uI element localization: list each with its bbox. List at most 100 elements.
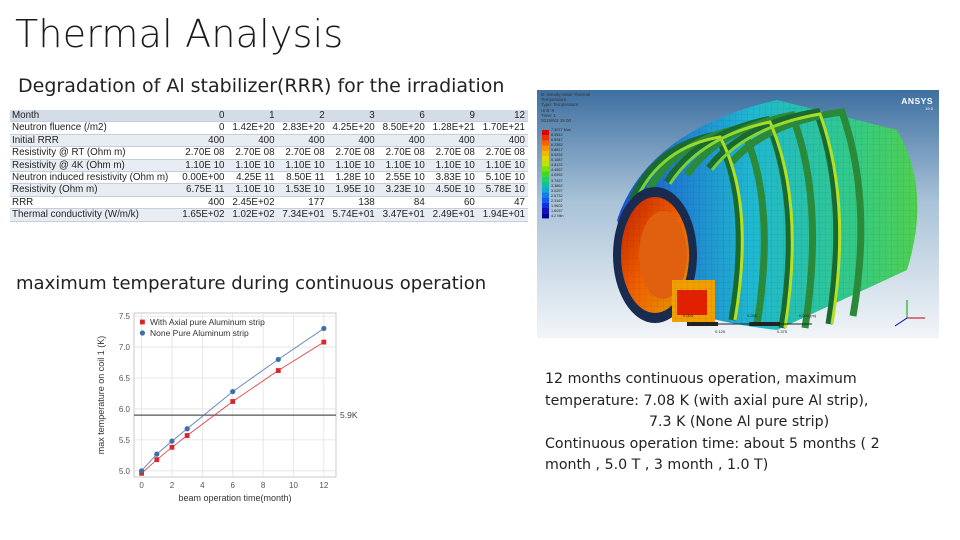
data-point [169, 438, 175, 444]
legend-swatch [542, 182, 549, 188]
table-cell: 400 [477, 134, 528, 147]
table-cell: 1.28E+21 [427, 121, 478, 135]
table-row: Initial RRR 400 400 400 400 400 400 400 [10, 134, 528, 147]
table-cell: 0.00E+00 [177, 171, 228, 184]
table-cell: 1.10E 10 [177, 159, 228, 172]
scale-q3-label: 0.375 [777, 329, 788, 334]
table-row-label: Month [10, 110, 178, 122]
table-cell: 1.02E+02 [227, 208, 278, 222]
data-point [321, 339, 327, 345]
table-cell: 12 [477, 110, 528, 122]
table-cell: 4.25E 11 [227, 171, 278, 184]
legend-swatch [542, 135, 549, 141]
y-tick-label: 7.0 [119, 343, 131, 352]
table-cell: 1.94E+01 [477, 208, 528, 222]
legend-swatch [542, 161, 549, 167]
y-axis-label: max temperature on coil 1 (K) [96, 336, 106, 455]
y-tick-label: 7.5 [119, 312, 131, 321]
legend-swatch [542, 202, 549, 208]
table-cell: 8.50E 11 [277, 171, 328, 184]
legend-swatch [542, 197, 549, 203]
legend-value-label: 5.1687 [551, 158, 563, 163]
data-point [169, 444, 175, 450]
legend-swatch [542, 176, 549, 182]
table-cell: 9 [427, 110, 478, 122]
notes-line-4: Continuous operation time: about 5 month… [545, 435, 880, 452]
table-row-label: Resistivity @ 4K (Ohm m) [10, 159, 178, 172]
legend-entry: With Axial pure Aluminum strip [150, 317, 265, 327]
table-cell: 1.95E 10 [327, 183, 378, 197]
table-row-label: Initial RRR [10, 134, 178, 147]
table-cell: 2.70E 08 [377, 146, 428, 160]
scale-q1-label: 0.125 [715, 329, 726, 334]
legend-value-label: 6.2382 [551, 143, 563, 148]
legend-value-label: 1.9602 [551, 203, 563, 208]
table-cell: 3.47E+01 [377, 208, 428, 222]
table-cell: 2.70E 08 [177, 146, 228, 160]
table-cell: 2 [277, 110, 328, 122]
table-subtitle: Degradation of Al stabilizer(RRR) for th… [18, 75, 505, 97]
legend-swatch [542, 187, 549, 193]
simulation-header-line: Unit: K [541, 107, 555, 113]
table-cell: 4.50E 10 [427, 183, 478, 197]
chart-section-label: maximum temperature during continuous op… [16, 273, 487, 294]
legend-marker [139, 330, 145, 336]
simulation-header-line: Time: 1 [541, 112, 556, 118]
data-point [154, 457, 160, 463]
table-cell: 2.49E+01 [427, 208, 478, 222]
table-row-label: Resistivity (Ohm m) [10, 183, 178, 197]
max-temperature-chart: 0 2 4 6 8 10 12 5.0 5.5 6.0 6.5 7.0 7.5 beam operatio… [88, 305, 360, 530]
ansys-simulation-image: B: Steady-State Thermal Temperature Type: … [537, 90, 939, 338]
table-cell: 1.10E 10 [477, 159, 528, 172]
table-cell: 3 [327, 110, 378, 122]
legend-marker [140, 319, 145, 325]
legend-value-label: 3.3862 [551, 183, 563, 188]
table-cell: 3.23E 10 [377, 183, 428, 197]
ansys-version: 19.0 [925, 106, 933, 111]
table-row-label: Resistivity @ RT (Ohm m) [10, 146, 178, 160]
legend-value-label: 6.5947 [551, 138, 563, 143]
table-cell: 2.55E 10 [377, 171, 428, 184]
table-cell: 400 [177, 134, 228, 147]
ansys-logo: ANSYS [901, 96, 933, 106]
table-cell: 2.83E+20 [277, 121, 328, 135]
table-cell: 400 [177, 196, 228, 209]
legend-swatch [542, 192, 549, 198]
y-tick-label: 5.0 [119, 467, 131, 476]
table-cell: 0 [177, 110, 228, 122]
table-cell: 7.34E+01 [277, 208, 328, 222]
scale-start-label: 0.000 [683, 313, 694, 318]
table-row-label: Neutron fluence (/m2) [10, 121, 178, 135]
table-cell: 1.10E 10 [377, 159, 428, 172]
table-cell: 400 [277, 134, 328, 147]
table-cell: 400 [327, 134, 378, 147]
legend-swatch [542, 130, 549, 136]
legend-value-label: 3.7427 [551, 178, 563, 183]
table-row: Resistivity @ RT (Ohm m) 2.70E 08 2.70E 08… [10, 146, 528, 160]
data-point [230, 388, 236, 395]
table-row-label: Neutron induced resistivity (Ohm m) [10, 171, 178, 184]
legend-value-label: 1.6037 [551, 208, 563, 213]
table-cell: 4.25E+20 [327, 121, 378, 135]
table-cell: 5.78E 10 [477, 183, 528, 197]
rrr-degradation-table: Month 0 1 2 3 6 9 12 Neutron fluence (/m2) 0 1.42E… [10, 110, 528, 222]
x-tick-label: 4 [200, 481, 205, 490]
table-cell: 1 [227, 110, 278, 122]
legend-swatch [542, 156, 549, 162]
y-tick-label: 6.0 [119, 405, 131, 414]
table-cell: 400 [227, 134, 278, 147]
table-cell: 84 [377, 196, 428, 209]
x-tick-label: 8 [261, 481, 266, 490]
legend-value-label: 4.2 Min [551, 213, 564, 218]
legend-swatch [542, 213, 549, 219]
table-cell: 1.70E+21 [477, 121, 528, 135]
data-point [230, 399, 236, 404]
legend-value-label: 3.0297 [551, 188, 563, 193]
table-cell: 400 [427, 134, 478, 147]
table-cell: 2.70E 08 [277, 146, 328, 160]
simulation-header-line: 2019/6/3 15:00 [541, 118, 572, 124]
legend-value-label: 2.3167 [551, 198, 563, 203]
legend-swatch [542, 140, 549, 146]
results-notes: 12 months continuous operation, maximum … [545, 369, 935, 477]
table-cell: 1.53E 10 [277, 183, 328, 197]
